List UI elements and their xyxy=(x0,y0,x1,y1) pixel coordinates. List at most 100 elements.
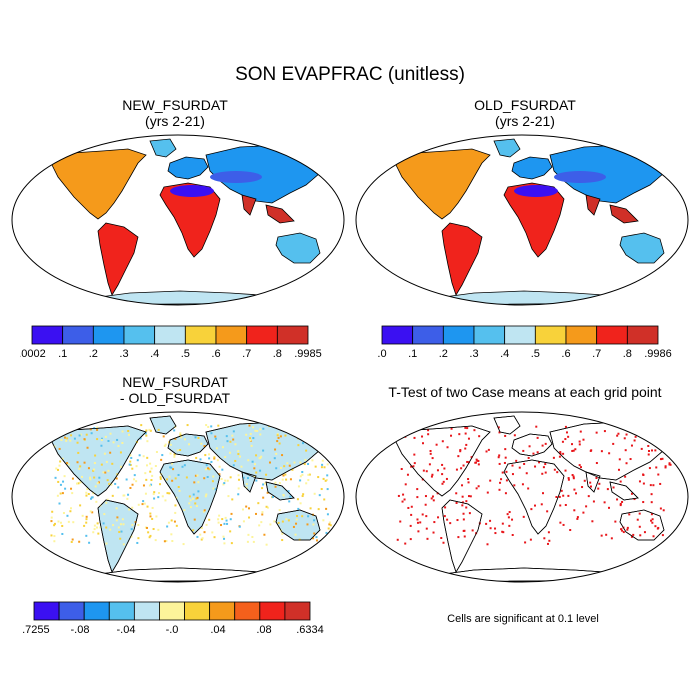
grid-cell xyxy=(552,456,555,459)
grid-cell xyxy=(247,459,250,462)
coastline-australia xyxy=(619,509,665,541)
grid-cell xyxy=(295,515,298,518)
grid-cell xyxy=(462,464,465,467)
grid-cell xyxy=(307,479,310,482)
grid-cell xyxy=(581,486,584,489)
grid-cell xyxy=(429,452,432,455)
grid-cell xyxy=(513,484,516,487)
grid-cell xyxy=(436,492,439,495)
continent-samerica xyxy=(441,499,483,573)
grid-cell xyxy=(431,473,434,476)
grid-cell xyxy=(87,467,90,470)
grid-cell xyxy=(621,424,624,427)
grid-cell xyxy=(237,453,240,456)
grid-cell xyxy=(446,518,449,521)
map-frame xyxy=(11,411,345,583)
coastline-europe xyxy=(167,433,209,457)
grid-cell xyxy=(595,431,598,434)
grid-cell xyxy=(312,537,315,540)
grid-cell xyxy=(137,537,140,540)
grid-cell xyxy=(410,505,413,508)
grid-cell xyxy=(443,467,446,470)
grid-cell xyxy=(220,524,223,527)
grid-cell xyxy=(188,502,191,505)
grid-cell xyxy=(320,450,323,453)
grid-cell xyxy=(297,485,300,488)
colorbar-label: .2 xyxy=(89,348,98,360)
grid-cell xyxy=(91,511,94,514)
grid-cell xyxy=(153,491,156,494)
grid-cell xyxy=(193,481,196,484)
grid-cell xyxy=(100,444,103,447)
grid-cell xyxy=(64,487,67,490)
grid-cell xyxy=(96,522,99,525)
grid-cell xyxy=(71,477,74,480)
grid-cell xyxy=(145,526,148,529)
grid-cell xyxy=(122,543,125,546)
grid-cell xyxy=(656,527,659,530)
grid-cell xyxy=(657,473,660,476)
grid-cell xyxy=(574,448,577,451)
map-content xyxy=(393,415,676,582)
grid-cell xyxy=(183,464,186,467)
grid-cell xyxy=(328,523,331,526)
grid-cell xyxy=(79,504,82,507)
grid-cell xyxy=(232,438,235,441)
grid-cell xyxy=(55,426,58,429)
panel-title-old-line2: (yrs 2-21) xyxy=(495,113,555,129)
grid-cell xyxy=(548,539,551,542)
grid-cell xyxy=(90,496,93,499)
grid-cell xyxy=(146,440,149,443)
grid-cell xyxy=(326,513,329,516)
grid-cell xyxy=(157,528,160,531)
grid-cell xyxy=(208,518,211,521)
colorbar-box xyxy=(473,325,506,345)
grid-cell xyxy=(501,522,504,525)
grid-cell xyxy=(504,456,507,459)
grid-cell xyxy=(441,482,444,485)
grid-cell xyxy=(650,501,653,504)
grid-cell xyxy=(459,449,462,452)
grid-cell xyxy=(403,498,406,501)
grid-cell xyxy=(107,469,110,472)
grid-cell xyxy=(149,534,152,537)
grid-cell xyxy=(276,433,279,436)
grid-cell xyxy=(67,520,70,523)
grid-cell xyxy=(98,476,101,479)
grid-cell xyxy=(106,498,109,501)
grid-cell xyxy=(639,534,642,537)
grid-cell xyxy=(441,440,444,443)
coastline-australia xyxy=(275,509,321,541)
grid-cell xyxy=(57,468,60,471)
continent-europe xyxy=(511,156,553,180)
grid-cell xyxy=(262,496,265,499)
grid-cell xyxy=(572,477,575,480)
grid-cell xyxy=(571,474,574,477)
grid-cell xyxy=(59,492,62,495)
colorbar-box xyxy=(215,325,248,345)
grid-cell xyxy=(117,444,120,447)
grid-cell xyxy=(467,495,470,498)
grid-cell xyxy=(572,475,575,478)
grid-cell xyxy=(59,460,62,463)
grid-cell xyxy=(245,433,248,436)
grid-cell xyxy=(218,514,221,517)
colorbar-label: .6 xyxy=(211,348,220,360)
grid-cell xyxy=(307,473,310,476)
grid-cell xyxy=(416,518,419,521)
coastline-europe xyxy=(511,433,553,457)
grid-cell xyxy=(164,499,167,502)
grid-cell xyxy=(131,483,134,486)
grid-cell xyxy=(659,458,662,461)
grid-cell xyxy=(97,481,100,484)
grid-cell xyxy=(657,428,660,431)
grid-cell xyxy=(640,447,643,450)
grid-cell xyxy=(288,464,291,467)
colorbar-label: .8 xyxy=(623,348,632,360)
grid-cell xyxy=(85,494,88,497)
grid-cell xyxy=(530,508,533,511)
grid-cell xyxy=(432,531,435,534)
grid-cell xyxy=(63,436,66,439)
grid-cell xyxy=(562,494,565,497)
grid-cell xyxy=(302,442,305,445)
